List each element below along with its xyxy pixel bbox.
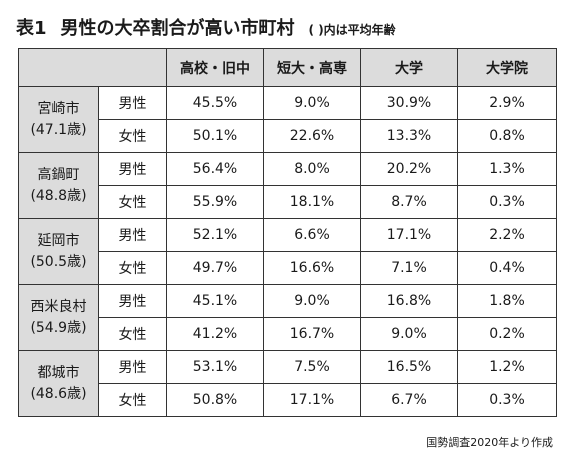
average-age: (54.9歳) [30,319,87,336]
table-cell: 56.4% [166,152,264,186]
table-cell: 9.0% [263,284,361,318]
table-cell: 55.9% [166,185,264,219]
table-cell: 2.2% [457,218,557,252]
gender-label: 女性 [98,251,167,285]
column-header: 大学院 [457,48,557,87]
table-cell: 9.0% [263,86,361,120]
municipality-cell: 西米良村 (54.9歳) [18,284,99,351]
municipality-name: 高鍋町 [37,167,80,184]
table-cell: 0.4% [457,251,557,285]
table-cell: 0.3% [457,185,557,219]
age-note: ( )内は平均年齢 [308,23,396,37]
table-cell: 22.6% [263,119,361,153]
table-cell: 9.0% [360,317,458,351]
table-number: 表1 [16,18,47,39]
table-row: 高鍋町 (48.8歳) 男性 56.4% 8.0% 20.2% 1.3% [18,152,557,219]
table-cell: 17.1% [263,383,361,417]
gender-label: 男性 [98,86,167,120]
column-header: 大学 [360,48,458,87]
table-cell: 45.1% [166,284,264,318]
table-cell: 45.5% [166,86,264,120]
table-cell: 6.7% [360,383,458,417]
table-row: 女性 50.8% 17.1% 6.7% 0.3% [19,383,557,417]
column-header: 高校・旧中 [166,48,264,87]
table-cell: 16.5% [360,350,458,384]
table-row: 宮崎市 (47.1歳) 男性 45.5% 9.0% 30.9% 2.9% [18,86,557,153]
table-row: 女性 49.7% 16.6% 7.1% 0.4% [19,251,557,285]
municipality-name: 都城市 [37,365,80,382]
municipality-name: 宮崎市 [37,101,80,118]
table-cell: 0.2% [457,317,557,351]
table-cell: 2.9% [457,86,557,120]
table-row: 女性 50.1% 22.6% 13.3% 0.8% [19,119,557,153]
table-cell: 8.0% [263,152,361,186]
table-cell: 13.3% [360,119,458,153]
gender-label: 女性 [98,317,167,351]
municipality-cell: 宮崎市 (47.1歳) [18,86,99,153]
municipality-cell: 都城市 (48.6歳) [18,350,99,417]
municipality-cell: 高鍋町 (48.8歳) [18,152,99,219]
municipality-name: 延岡市 [37,233,80,250]
table-row: 女性 55.9% 18.1% 8.7% 0.3% [19,185,557,219]
table-cell: 6.6% [263,218,361,252]
gender-label: 女性 [98,185,167,219]
table-cell: 0.8% [457,119,557,153]
table-cell: 30.9% [360,86,458,120]
average-age: (47.1歳) [30,121,87,138]
table-cell: 49.7% [166,251,264,285]
table-cell: 0.3% [457,383,557,417]
table-cell: 20.2% [360,152,458,186]
table-cell: 18.1% [263,185,361,219]
average-age: (50.5歳) [30,253,87,270]
gender-label: 男性 [98,284,167,318]
table-cell: 50.8% [166,383,264,417]
column-header: 短大・高専 [263,48,361,87]
education-table: 高校・旧中 短大・高専 大学 大学院 宮崎市 (47.1歳) 男性 45.5% … [18,48,557,417]
table-row: 西米良村 (54.9歳) 男性 45.1% 9.0% 16.8% 1.8% [18,284,557,351]
table-heading: 男性の大卒割合が高い市町村 [60,18,295,39]
average-age: (48.6歳) [30,385,87,402]
table-cell: 8.7% [360,185,458,219]
table-cell: 50.1% [166,119,264,153]
table-cell: 1.8% [457,284,557,318]
gender-label: 女性 [98,383,167,417]
table-cell: 16.6% [263,251,361,285]
table-cell: 17.1% [360,218,458,252]
table-cell: 1.2% [457,350,557,384]
municipality-name: 西米良村 [30,299,87,316]
table-row: 都城市 (48.6歳) 男性 53.1% 7.5% 16.5% 1.2% [18,350,557,417]
table-row: 女性 41.2% 16.7% 9.0% 0.2% [19,317,557,351]
source-note: 国勢調査2020年より作成 [426,436,553,449]
table-cell: 7.5% [263,350,361,384]
gender-label: 女性 [98,119,167,153]
gender-label: 男性 [98,152,167,186]
table-title: 表1 男性の大卒割合が高い市町村 ( )内は平均年齢 [16,14,396,40]
average-age: (48.8歳) [30,187,87,204]
header-row: 高校・旧中 短大・高専 大学 大学院 [18,48,557,87]
table-cell: 7.1% [360,251,458,285]
table-row: 延岡市 (50.5歳) 男性 52.1% 6.6% 17.1% 2.2% [18,218,557,285]
gender-label: 男性 [98,350,167,384]
gender-label: 男性 [98,218,167,252]
table-cell: 53.1% [166,350,264,384]
header-blank [18,48,167,87]
table-cell: 52.1% [166,218,264,252]
municipality-cell: 延岡市 (50.5歳) [18,218,99,285]
table-cell: 41.2% [166,317,264,351]
table-cell: 16.8% [360,284,458,318]
table-cell: 1.3% [457,152,557,186]
table-cell: 16.7% [263,317,361,351]
